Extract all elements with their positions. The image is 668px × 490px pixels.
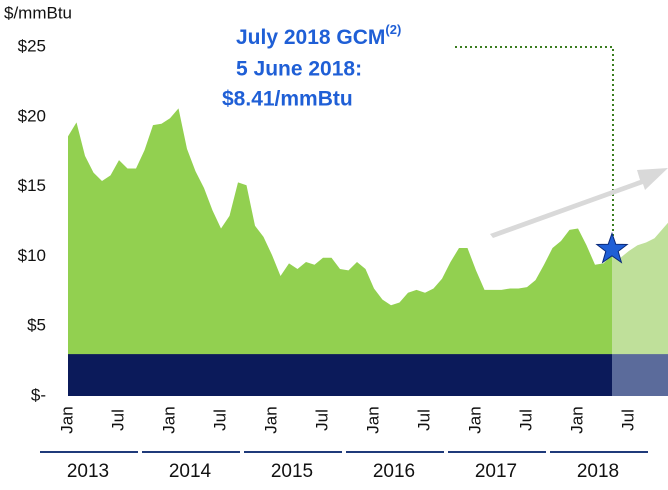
trend-arrow bbox=[490, 168, 668, 238]
y-tick-label: $- bbox=[31, 385, 46, 404]
x-tick-label: Jul bbox=[210, 409, 229, 431]
x-tick-label: Jul bbox=[516, 409, 535, 431]
x-tick-label: Jan bbox=[567, 406, 586, 433]
year-label: 2014 bbox=[169, 461, 212, 482]
plot-area bbox=[68, 108, 668, 396]
year-label: 2013 bbox=[67, 461, 109, 482]
y-tick-label: $25 bbox=[18, 36, 46, 55]
year-label: 2017 bbox=[475, 461, 517, 482]
star-marker bbox=[595, 231, 629, 264]
annotation-line: $8.41/mmBtu bbox=[222, 88, 353, 111]
annotation-line: July 2018 GCM(2) bbox=[236, 22, 401, 48]
y-tick-label: $10 bbox=[18, 246, 46, 265]
x-tick-label: Jan bbox=[261, 406, 280, 433]
area bbox=[612, 222, 668, 396]
x-tick-label: Jul bbox=[618, 409, 637, 431]
year-label: 2015 bbox=[271, 461, 313, 482]
year-label: 2018 bbox=[577, 461, 619, 482]
floor-band bbox=[68, 354, 612, 396]
annotation-leader bbox=[455, 46, 614, 238]
annotation-line: 5 June 2018: bbox=[236, 58, 362, 81]
y-axis-label: $/mmBtu bbox=[4, 3, 72, 22]
area bbox=[68, 108, 612, 396]
y-tick-label: $20 bbox=[18, 106, 46, 125]
x-tick-label: Jan bbox=[465, 406, 484, 433]
y-tick-label: $15 bbox=[18, 176, 46, 195]
x-tick-label: Jul bbox=[108, 409, 127, 431]
x-tick-label: Jan bbox=[159, 406, 178, 433]
x-tick-label: Jan bbox=[363, 406, 382, 433]
y-tick-label: $5 bbox=[27, 316, 46, 335]
floor-band-forward bbox=[612, 354, 668, 396]
x-tick-label: Jan bbox=[57, 406, 76, 433]
x-tick-label: Jul bbox=[414, 409, 433, 431]
x-tick-label: Jul bbox=[312, 409, 331, 431]
year-label: 2016 bbox=[373, 461, 415, 482]
